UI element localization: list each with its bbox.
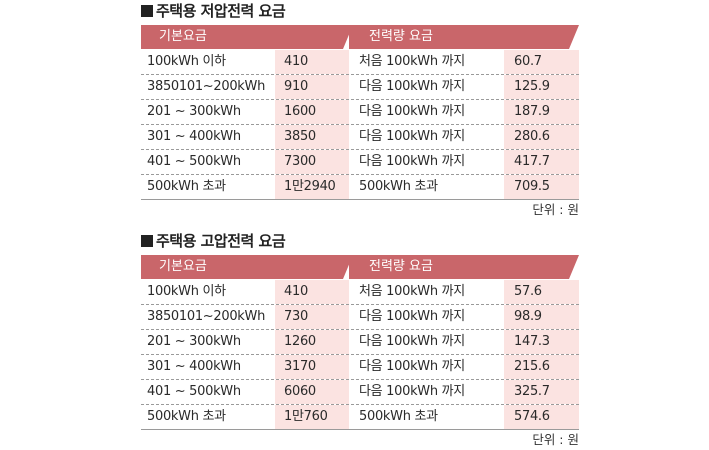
usage-step: 다음 100kWh 까지 — [359, 104, 465, 119]
usage-step: 처음 100kWh 까지 — [359, 54, 465, 69]
base-charge: 1600 — [275, 100, 349, 124]
usage-step: 다음 100kWh 까지 — [359, 334, 465, 349]
usage-range: 401 ~ 500kWh — [147, 154, 241, 169]
usage-range: 500kWh 초과 — [147, 409, 226, 424]
table-title: 주택용 저압전력 요금 — [141, 0, 579, 22]
usage-range: 301 ~ 400kWh — [147, 359, 241, 374]
bullet-square-icon — [141, 235, 153, 247]
usage-rate: 280.6 — [504, 125, 579, 149]
header-base-charge: 기본요금 — [141, 255, 353, 279]
high-voltage-rate-table: 주택용 고압전력 요금 기본요금 전력량 요금 100kWh 이하 410 처음… — [141, 230, 579, 450]
usage-range: 301 ~ 400kWh — [147, 129, 241, 144]
table-row: 401 ~ 500kWh 7300 다음 100kWh 까지 417.7 — [141, 150, 579, 175]
usage-step: 다음 100kWh 까지 — [359, 359, 465, 374]
base-charge: 1만760 — [275, 405, 349, 429]
unit-note: 단위 : 원 — [532, 432, 579, 447]
usage-step: 처음 100kWh 까지 — [359, 284, 465, 299]
usage-range: 401 ~ 500kWh — [147, 384, 241, 399]
header-usage-charge: 전력량 요금 — [349, 25, 579, 49]
table-row: 301 ~ 400kWh 3170 다음 100kWh 까지 215.6 — [141, 355, 579, 380]
table-header: 기본요금 전력량 요금 — [141, 25, 579, 49]
base-charge: 410 — [275, 280, 349, 304]
table-title: 주택용 고압전력 요금 — [141, 230, 579, 252]
usage-range: 3850101~200kWh — [147, 79, 266, 94]
table-row: 201 ~ 300kWh 1260 다음 100kWh 까지 147.3 — [141, 330, 579, 355]
table-row: 3850101~200kWh 730 다음 100kWh 까지 98.9 — [141, 305, 579, 330]
usage-rate: 187.9 — [504, 100, 579, 124]
bullet-square-icon — [141, 5, 153, 17]
base-charge: 3170 — [275, 355, 349, 379]
base-charge: 3850 — [275, 125, 349, 149]
usage-step: 다음 100kWh 까지 — [359, 309, 465, 324]
usage-rate: 98.9 — [504, 305, 579, 329]
usage-rate: 60.7 — [504, 50, 579, 74]
usage-rate: 325.7 — [504, 380, 579, 404]
base-charge: 6060 — [275, 380, 349, 404]
table-row: 401 ~ 500kWh 6060 다음 100kWh 까지 325.7 — [141, 380, 579, 405]
usage-step: 다음 100kWh 까지 — [359, 384, 465, 399]
usage-step: 500kWh 초과 — [359, 409, 438, 424]
table-row: 500kWh 초과 1만760 500kWh 초과 574.6 — [141, 405, 579, 430]
base-charge: 1260 — [275, 330, 349, 354]
usage-range: 500kWh 초과 — [147, 179, 226, 194]
table-row: 100kWh 이하 410 처음 100kWh 까지 60.7 — [141, 50, 579, 75]
usage-step: 다음 100kWh 까지 — [359, 154, 465, 169]
usage-rate: 125.9 — [504, 75, 579, 99]
base-charge: 1만2940 — [275, 175, 349, 199]
usage-step: 500kWh 초과 — [359, 179, 438, 194]
usage-rate: 574.6 — [504, 405, 579, 429]
usage-step: 다음 100kWh 까지 — [359, 79, 465, 94]
usage-rate: 147.3 — [504, 330, 579, 354]
usage-rate: 709.5 — [504, 175, 579, 199]
usage-range: 201 ~ 300kWh — [147, 334, 241, 349]
table-row: 100kWh 이하 410 처음 100kWh 까지 57.6 — [141, 280, 579, 305]
low-voltage-rate-table: 주택용 저압전력 요금 기본요금 전력량 요금 100kWh 이하 410 처음… — [141, 0, 579, 220]
base-charge: 730 — [275, 305, 349, 329]
usage-rate: 215.6 — [504, 355, 579, 379]
usage-range: 100kWh 이하 — [147, 284, 226, 299]
header-base-charge: 기본요금 — [141, 25, 353, 49]
unit-note: 단위 : 원 — [532, 202, 579, 217]
usage-step: 다음 100kWh 까지 — [359, 129, 465, 144]
table-row: 500kWh 초과 1만2940 500kWh 초과 709.5 — [141, 175, 579, 200]
base-charge: 910 — [275, 75, 349, 99]
base-charge: 410 — [275, 50, 349, 74]
table-row: 201 ~ 300kWh 1600 다음 100kWh 까지 187.9 — [141, 100, 579, 125]
base-charge: 7300 — [275, 150, 349, 174]
usage-rate: 417.7 — [504, 150, 579, 174]
table-header: 기본요금 전력량 요금 — [141, 255, 579, 279]
usage-range: 201 ~ 300kWh — [147, 104, 241, 119]
table-row: 301 ~ 400kWh 3850 다음 100kWh 까지 280.6 — [141, 125, 579, 150]
usage-range: 3850101~200kWh — [147, 309, 266, 324]
header-usage-charge: 전력량 요금 — [349, 255, 579, 279]
usage-range: 100kWh 이하 — [147, 54, 226, 69]
table-row: 3850101~200kWh 910 다음 100kWh 까지 125.9 — [141, 75, 579, 100]
usage-rate: 57.6 — [504, 280, 579, 304]
